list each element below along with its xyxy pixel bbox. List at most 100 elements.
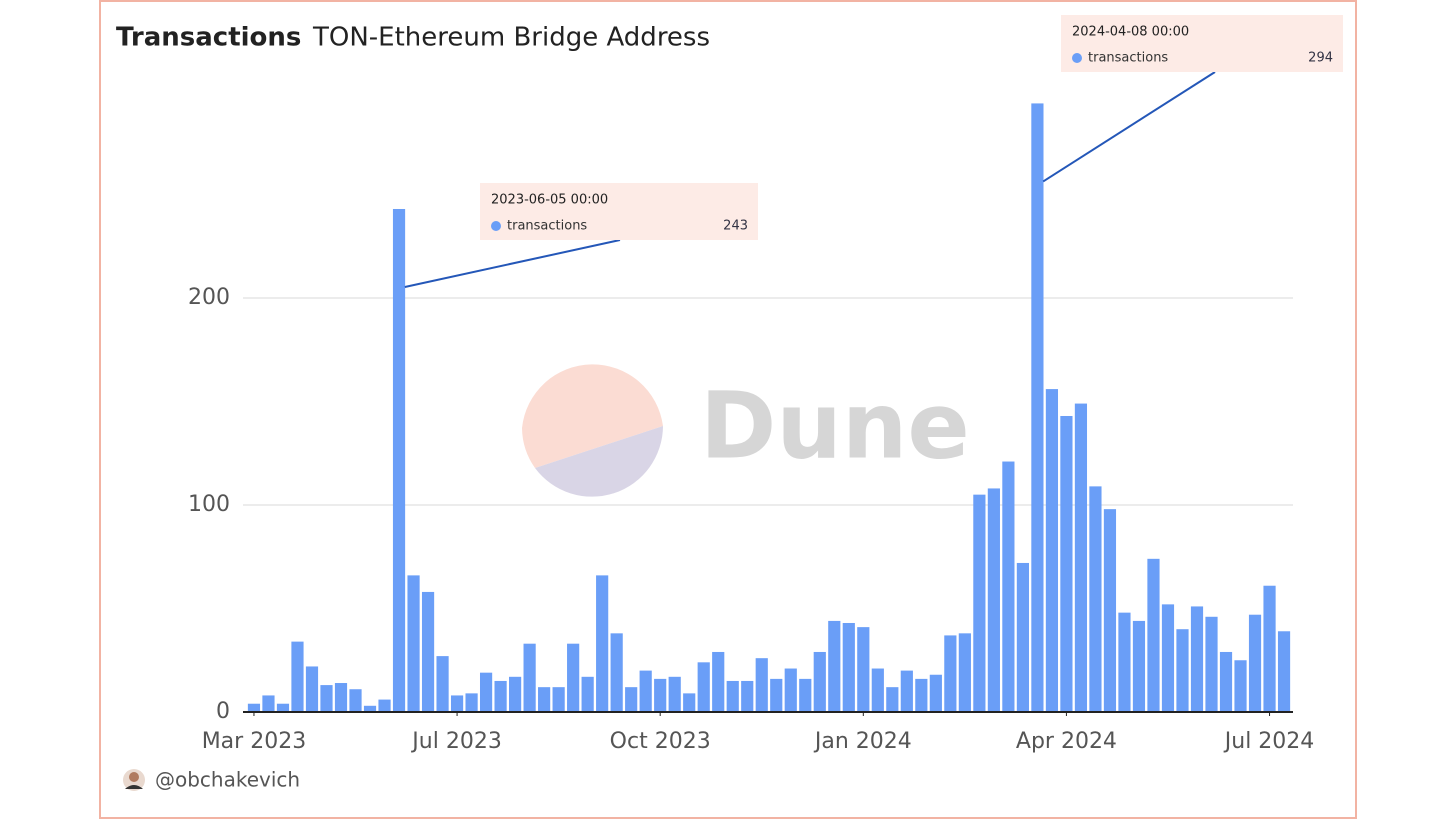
tooltip-value: 294 bbox=[1308, 51, 1333, 66]
x-tick-label: Jul 2023 bbox=[410, 729, 502, 754]
bar bbox=[1176, 629, 1189, 712]
watermark: Dune bbox=[700, 372, 970, 479]
bar bbox=[1103, 509, 1117, 712]
tooltip-date: 2024-04-08 00:00 bbox=[1072, 25, 1189, 40]
tooltip-swatch bbox=[491, 221, 501, 231]
bar bbox=[944, 635, 957, 712]
bar bbox=[886, 687, 899, 712]
bar bbox=[712, 651, 725, 712]
y-tick-label: 0 bbox=[216, 699, 230, 724]
x-tick-label: Jan 2024 bbox=[813, 729, 912, 754]
author: @obchakevich bbox=[155, 768, 300, 792]
bar bbox=[538, 687, 551, 712]
bar bbox=[697, 662, 710, 712]
bar bbox=[842, 622, 855, 712]
tooltip-series: transactions bbox=[1088, 51, 1168, 66]
bar bbox=[1190, 606, 1204, 712]
bar bbox=[1016, 562, 1029, 712]
bar bbox=[900, 670, 913, 712]
bar bbox=[857, 627, 870, 712]
watermark-logo bbox=[522, 364, 663, 497]
y-tick-label: 200 bbox=[188, 285, 230, 310]
tooltip-value: 243 bbox=[723, 219, 748, 234]
bar bbox=[1118, 612, 1131, 712]
bar bbox=[334, 683, 348, 712]
bar bbox=[247, 703, 261, 712]
x-tick-label: Oct 2023 bbox=[610, 729, 711, 754]
bar bbox=[639, 670, 652, 712]
bar bbox=[770, 678, 783, 712]
bar bbox=[1205, 616, 1218, 712]
y-tick-label: 100 bbox=[188, 492, 230, 517]
tooltip-swatch bbox=[1072, 53, 1082, 63]
bar bbox=[1234, 660, 1247, 712]
bar bbox=[755, 658, 768, 712]
bar bbox=[958, 633, 971, 712]
tooltip-connector bbox=[404, 239, 621, 288]
bar bbox=[1002, 461, 1015, 712]
x-tick-label: Apr 2024 bbox=[1016, 729, 1117, 754]
bar bbox=[1263, 585, 1276, 712]
bar bbox=[436, 656, 449, 712]
bar bbox=[726, 680, 739, 712]
bar bbox=[741, 680, 754, 712]
bar bbox=[668, 676, 681, 712]
bar bbox=[276, 703, 290, 712]
bar bbox=[320, 685, 333, 712]
tooltip-series: transactions bbox=[507, 219, 587, 234]
bar bbox=[799, 678, 812, 712]
bar bbox=[465, 693, 478, 712]
bar bbox=[552, 687, 565, 712]
bar bbox=[1031, 103, 1044, 713]
tooltip: 2024-04-08 00:00 transactions 294 bbox=[1061, 15, 1343, 72]
bar bbox=[305, 666, 319, 712]
avatar bbox=[123, 769, 145, 791]
bar bbox=[1161, 604, 1175, 712]
tooltip-box bbox=[1061, 15, 1343, 72]
bar bbox=[291, 641, 304, 712]
bar bbox=[784, 668, 797, 712]
bar bbox=[1248, 614, 1262, 712]
bar bbox=[1147, 558, 1160, 712]
bar bbox=[1132, 620, 1146, 712]
bar bbox=[494, 680, 507, 712]
tooltip-connector bbox=[1042, 71, 1216, 183]
tooltip-date: 2023-06-05 00:00 bbox=[491, 193, 608, 208]
bar bbox=[523, 643, 536, 712]
tooltip: 2023-06-05 00:00 transactions 243 bbox=[480, 183, 758, 240]
bar bbox=[567, 643, 580, 712]
bar bbox=[479, 672, 493, 712]
bar bbox=[1060, 415, 1073, 712]
bar bbox=[625, 687, 638, 712]
bar bbox=[929, 674, 942, 712]
bar bbox=[915, 678, 928, 712]
x-tick-label: Mar 2023 bbox=[202, 729, 307, 754]
bar bbox=[349, 689, 362, 712]
bar bbox=[407, 575, 420, 712]
bar bbox=[683, 693, 696, 712]
bar bbox=[1219, 651, 1233, 712]
bar bbox=[1045, 389, 1059, 712]
bar bbox=[871, 668, 884, 712]
chart-title: Transactions bbox=[116, 23, 301, 53]
x-tick-label: Jul 2024 bbox=[1223, 729, 1315, 754]
bar bbox=[973, 494, 986, 712]
bar bbox=[363, 705, 377, 712]
bar bbox=[596, 575, 609, 712]
bar bbox=[450, 695, 464, 712]
bar bbox=[1074, 403, 1088, 712]
bar bbox=[378, 699, 391, 712]
tooltip-box bbox=[480, 183, 758, 240]
bar bbox=[509, 676, 522, 712]
chart-subtitle: TON-Ethereum Bridge Address bbox=[312, 23, 710, 53]
bar bbox=[610, 633, 623, 712]
bar bbox=[262, 695, 275, 712]
bar bbox=[654, 678, 667, 712]
bar bbox=[987, 488, 1000, 712]
bar bbox=[813, 651, 826, 712]
bar bbox=[421, 591, 435, 712]
bar bbox=[828, 620, 841, 712]
bar bbox=[581, 676, 594, 712]
bar bbox=[1277, 631, 1291, 712]
